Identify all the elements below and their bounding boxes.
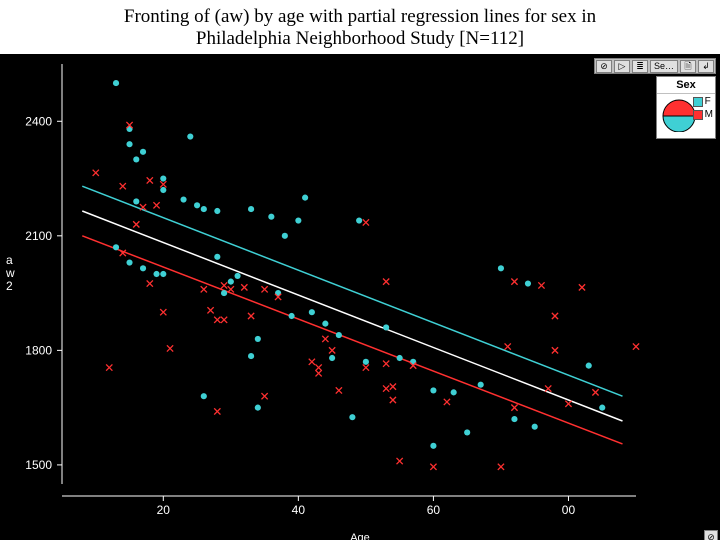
svg-text:60: 60 <box>427 503 441 517</box>
toolbar-btn-3[interactable]: ≣ <box>632 60 648 73</box>
svg-text:00: 00 <box>562 503 576 517</box>
svg-text:2400: 2400 <box>25 114 52 128</box>
svg-text:2100: 2100 <box>25 229 52 243</box>
legend-item-m[interactable]: M <box>693 109 713 120</box>
legend-swatch-m <box>693 110 703 120</box>
legend-title: Sex <box>657 77 715 94</box>
toolbar-btn-2[interactable]: ▷ <box>614 60 630 73</box>
title-line-2: Philadelphia Neighborhood Study [N=112] <box>0 28 720 50</box>
toolbar-btn-select[interactable]: Se… <box>650 60 678 73</box>
svg-text:40: 40 <box>292 503 306 517</box>
legend-body: F M <box>657 94 715 138</box>
legend-swatch-f <box>693 97 703 107</box>
corner-tool-icon[interactable]: ⊘ <box>704 530 718 540</box>
legend-label-f: F <box>705 96 711 107</box>
legend-label-m: M <box>705 109 713 120</box>
title-line-1: Fronting of (aw) by age with partial reg… <box>0 6 720 28</box>
chart-toolbar: ⊘ ▷ ≣ Se… 🗎 ↲ <box>594 58 716 74</box>
scatter-plot-svg: 1500 1800 2100 2400 20 40 60 00 <box>0 54 720 540</box>
legend: Sex F M <box>656 76 716 139</box>
svg-text:1500: 1500 <box>25 458 52 472</box>
toolbar-btn-1[interactable]: ⊘ <box>596 60 612 73</box>
svg-text:20: 20 <box>157 503 171 517</box>
legend-item-f[interactable]: F <box>693 96 713 107</box>
legend-pie-icon <box>661 96 697 132</box>
svg-text:1800: 1800 <box>25 343 52 357</box>
legend-items: F M <box>693 96 713 122</box>
x-axis-label: Age <box>0 532 720 540</box>
y-axis-label: aw2 <box>6 254 15 294</box>
toolbar-btn-5[interactable]: 🗎 <box>680 60 696 73</box>
title-band: Fronting of (aw) by age with partial reg… <box>0 0 720 54</box>
toolbar-btn-6[interactable]: ↲ <box>698 60 714 73</box>
chart-area: 1500 1800 2100 2400 20 40 60 00 aw2 Age ⊘ ▷ ≣ S… <box>0 54 720 540</box>
